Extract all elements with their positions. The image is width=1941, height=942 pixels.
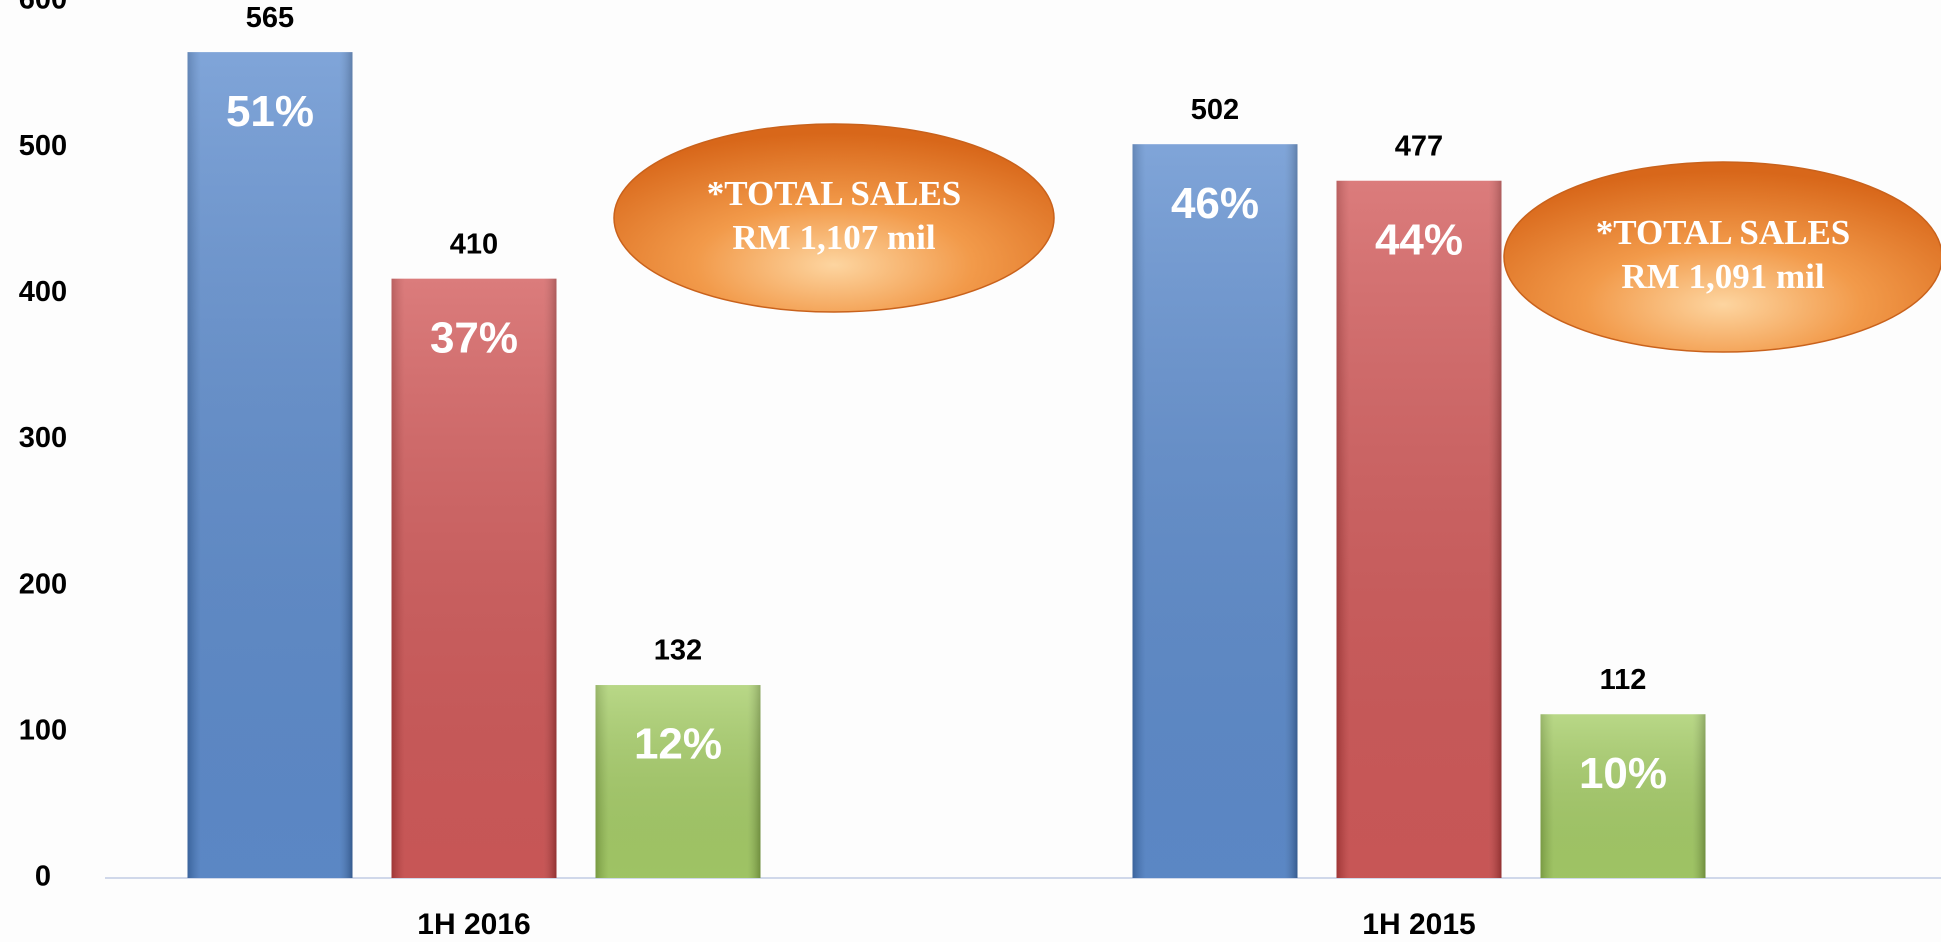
share-label: 51% bbox=[226, 87, 314, 136]
y-tick-label: 200 bbox=[19, 568, 67, 600]
share-label: 46% bbox=[1171, 179, 1259, 228]
value-label: 132 bbox=[654, 635, 702, 667]
bar-sheen bbox=[1540, 714, 1706, 878]
value-label: 565 bbox=[246, 2, 294, 34]
y-tick-label: 300 bbox=[19, 422, 67, 454]
annotation-bubble bbox=[613, 123, 1055, 313]
share-label: 12% bbox=[634, 720, 722, 769]
share-label: 37% bbox=[430, 313, 518, 362]
share-label: 10% bbox=[1579, 749, 1667, 798]
y-tick-label: 500 bbox=[19, 130, 67, 162]
y-tick-label: 100 bbox=[19, 714, 67, 746]
value-label: 410 bbox=[450, 228, 498, 260]
x-tick-label: 1H 2016 bbox=[417, 908, 530, 941]
share-label: 44% bbox=[1375, 215, 1463, 264]
y-tick-label: 0 bbox=[35, 861, 51, 893]
x-tick-label: 1H 2015 bbox=[1362, 908, 1475, 941]
bar-sheen bbox=[187, 52, 353, 879]
annotation-text: *TOTAL SALES bbox=[707, 174, 962, 213]
annotation-text: RM 1,107 mil bbox=[732, 218, 935, 257]
y-tick-label: 600 bbox=[19, 0, 67, 16]
value-label: 502 bbox=[1191, 94, 1239, 126]
y-tick-label: 400 bbox=[19, 276, 67, 308]
bar-sheen bbox=[1132, 144, 1298, 878]
annotation-bubble bbox=[1503, 161, 1941, 353]
annotation-text: *TOTAL SALES bbox=[1596, 213, 1851, 252]
bar-sheen bbox=[1336, 180, 1502, 878]
value-label: 112 bbox=[1600, 664, 1647, 696]
bar-sheen bbox=[595, 685, 761, 878]
bar-sheen bbox=[391, 278, 557, 878]
annotation-text: RM 1,091 mil bbox=[1621, 257, 1824, 296]
value-label: 477 bbox=[1395, 130, 1443, 162]
